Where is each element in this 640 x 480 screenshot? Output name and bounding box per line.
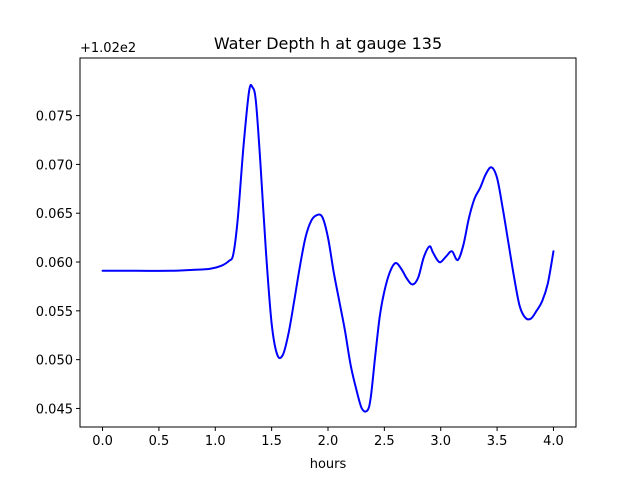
y-tick-label: 0.065 [36, 207, 73, 222]
y-tick-label: 0.070 [36, 158, 73, 173]
x-tick-label: 4.0 [543, 434, 564, 449]
y-tick-label: 0.075 [36, 110, 73, 125]
x-tick-label: 3.0 [430, 434, 451, 449]
y-tick-label: 0.045 [36, 402, 73, 417]
y-tick-label: 0.055 [36, 305, 73, 320]
y-axis-offset-label: +1.02e2 [80, 41, 136, 56]
axis-layer: 0.0 0.5 1.0 1.5 2.0 2.5 3.0 3.5 4.0 0.045 0.050 0.0… [36, 110, 564, 449]
plot-frame [79, 57, 577, 428]
x-axis-label: hours [310, 457, 347, 472]
x-tick-label: 2.0 [318, 434, 339, 449]
x-tick-label: 0.5 [149, 434, 170, 449]
y-tick-label: 0.060 [36, 256, 73, 271]
x-tick-label: 1.5 [261, 434, 282, 449]
y-tick-label: 0.050 [36, 354, 73, 369]
data-layer [101, 83, 555, 413]
x-tick-label: 2.5 [374, 434, 395, 449]
x-tick-label: 1.0 [205, 434, 226, 449]
water-depth-line [101, 83, 555, 413]
x-tick-label: 3.5 [487, 434, 508, 449]
x-tick-label: 0.0 [92, 434, 113, 449]
chart-title: Water Depth h at gauge 135 [214, 34, 442, 53]
